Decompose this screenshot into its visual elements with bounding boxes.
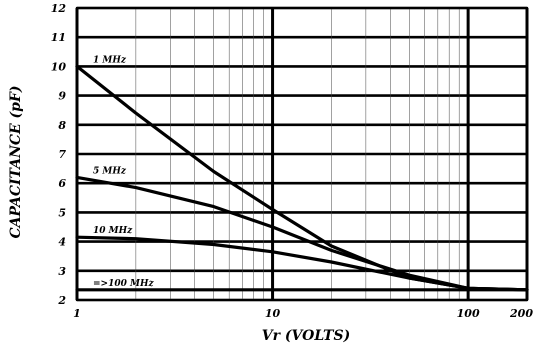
y-axis-title: CAPACITANCE (pF)	[8, 85, 24, 238]
series-line-10-mhz	[75, 235, 529, 292]
y-tick-label-11: 11	[51, 31, 66, 44]
plot-frame	[75, 6, 529, 302]
x-tick-label-200: 200	[509, 307, 533, 320]
tick-labels: 2 3 4 5 6 7 8 9 10 11 12 1 10 100 200	[51, 2, 534, 320]
y-tick-label-3: 3	[58, 265, 66, 278]
series-label-5-mhz: 5 MHz	[93, 166, 127, 176]
y-tick-label-12: 12	[51, 2, 67, 15]
x-tick-label-1: 1	[73, 307, 81, 320]
y-tick-label-8: 8	[58, 119, 66, 132]
x-axis-title: Vr (VOLTS)	[262, 328, 350, 344]
series-labels: 1 MHz 5 MHz 10 MHz =>100 MHz	[93, 55, 154, 288]
y-tick-label-5: 5	[58, 206, 66, 219]
y-tick-label-6: 6	[58, 177, 66, 190]
y-tick-label-10: 10	[51, 60, 67, 73]
series-line-5-mhz	[75, 175, 529, 292]
y-tick-label-7: 7	[58, 148, 66, 161]
series-label-1-mhz: 1 MHz	[93, 55, 127, 65]
series-lines	[75, 64, 529, 292]
x-tick-label-100: 100	[457, 307, 480, 320]
y-tick-label-2: 2	[57, 294, 66, 307]
series-label-100-mhz: =>100 MHz	[93, 279, 154, 289]
y-tick-label-4: 4	[58, 236, 66, 249]
series-label-10-mhz: 10 MHz	[93, 226, 133, 236]
y-tick-label-9: 9	[58, 90, 66, 103]
x-tick-label-10: 10	[265, 307, 281, 320]
